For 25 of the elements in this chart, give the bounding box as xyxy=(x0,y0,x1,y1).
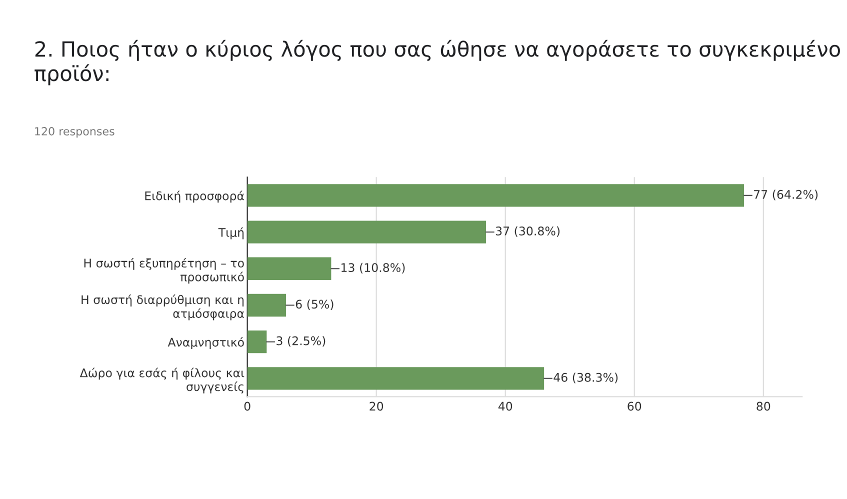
y-tick-label: Η σωστή διαρρύθμιση και η ατμόσφαιρα xyxy=(82,294,244,320)
y-tick-label: Η σωστή εξυπηρέτηση – το προσωπικό xyxy=(84,258,244,284)
bar xyxy=(247,294,286,317)
x-tick-label: 20 xyxy=(370,402,384,411)
y-tick-label: Τιμή xyxy=(218,227,244,240)
data-label: 3 (2.5%) xyxy=(276,336,326,347)
data-label: 37 (30.8%) xyxy=(496,226,560,237)
bar xyxy=(247,220,486,244)
bar xyxy=(247,257,332,280)
x-tick-label: 80 xyxy=(756,402,770,411)
bar xyxy=(247,184,744,207)
data-label: 13 (10.8%) xyxy=(342,262,405,274)
y-tick-label: Αναμνηστικό xyxy=(168,337,244,349)
data-label: 46 (38.3%) xyxy=(554,372,618,384)
text: 120 responses xyxy=(35,127,114,138)
y-tick-label: Ειδική προσφορά xyxy=(145,190,244,203)
chart-title: 2. Ποιος ήταν ο κύριος λόγος που σας ώθησε να αγοράσετε το συγκεκριμένο προϊόν: xyxy=(34,40,840,86)
bar xyxy=(247,330,267,354)
data-label: 77 (64.2%) xyxy=(754,190,818,200)
bar xyxy=(247,367,544,390)
x-tick-label: 0 xyxy=(244,402,250,411)
data-label: 6 (5%) xyxy=(296,300,334,310)
x-tick-label: 60 xyxy=(628,402,642,411)
y-tick-label: Δώρο για εσάς ή φίλους και συγγενείς xyxy=(80,368,244,394)
x-tick-label: 40 xyxy=(498,402,512,411)
